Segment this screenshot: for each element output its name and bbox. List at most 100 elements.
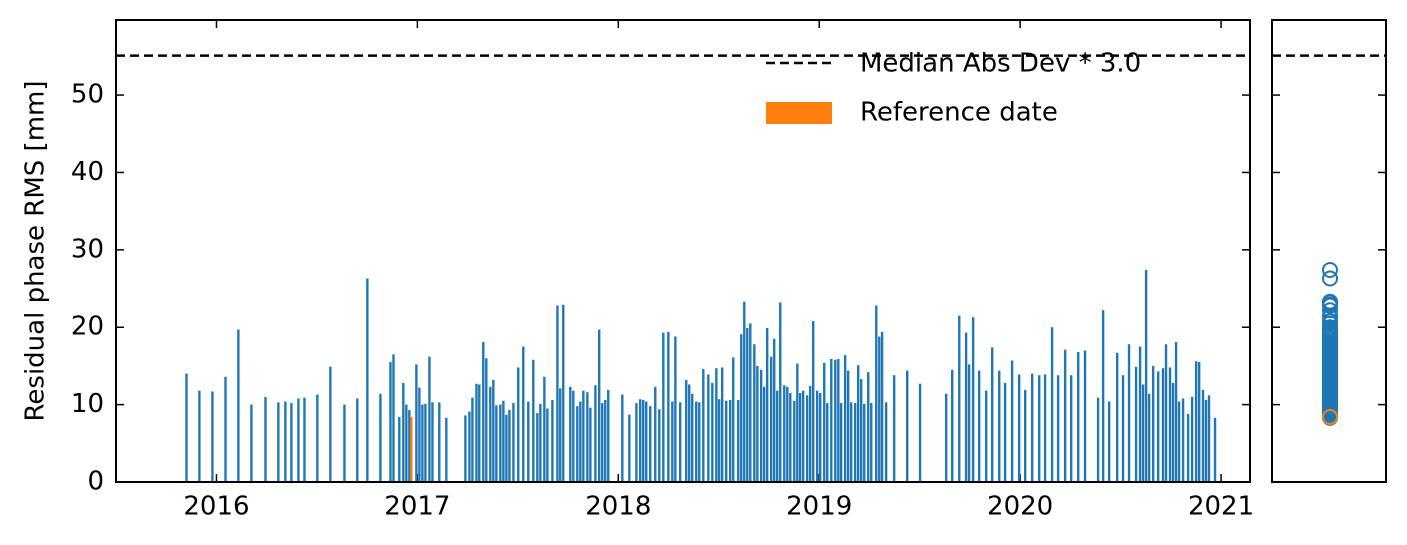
bar [967,364,971,482]
bar [445,417,448,482]
marginal-point [1322,381,1338,398]
bar [517,367,520,482]
marginal-reference-point [1322,408,1338,425]
marginal-frame [1271,19,1387,483]
bar [770,356,773,482]
bar [639,399,642,482]
bar [1194,361,1198,482]
bar [991,347,994,482]
y-tick-label: 10 [71,389,104,419]
marginal-point [1322,302,1338,319]
bar [468,411,471,482]
bar [1017,374,1021,482]
bar [808,386,812,482]
bar [1190,396,1194,482]
bar [1077,351,1080,482]
bar [402,382,405,482]
bar [1151,365,1155,482]
bar [522,346,525,482]
bar [556,305,559,482]
bar [211,391,214,482]
bar [1096,397,1100,482]
bar [464,415,467,482]
bar [290,403,293,482]
bar [729,399,732,482]
bar [717,399,721,482]
bar [884,402,888,482]
bar [379,393,382,482]
bar [499,404,502,482]
y-tick-label: 40 [71,157,104,187]
bar [971,317,975,482]
bar [945,393,948,482]
bar [843,355,847,482]
marginal-point [1322,261,1338,278]
marginal-point [1322,354,1338,371]
bar [786,386,789,482]
bar [756,365,759,482]
y-axis-label: Residual phase RMS [mm] [21,81,51,422]
bar [1181,398,1185,482]
bar [715,368,718,482]
y-tick-label: 30 [71,234,104,264]
marginal-point [1322,297,1338,314]
bar [678,402,682,482]
bar [508,410,511,482]
bar [527,401,530,482]
marginal-point [1322,333,1338,350]
bar [867,372,870,482]
bar [773,338,776,482]
bar [512,403,515,482]
bar [392,354,395,482]
bar [1107,401,1111,482]
bar [918,383,922,482]
bar [438,402,441,482]
x-tick-label: 2018 [585,492,651,522]
bar [875,305,878,482]
bar [783,385,786,482]
bar [688,384,691,482]
bar [277,402,280,482]
bar [1171,382,1175,482]
x-tick-label: 2021 [1188,492,1254,522]
bar [846,370,850,482]
bar [878,336,881,482]
bar [1156,371,1160,482]
bar [834,359,837,482]
bar [1161,368,1165,482]
x-tick-label: 2017 [384,492,450,522]
bar [356,398,359,482]
bar [237,329,240,482]
bar [198,390,201,482]
bar [604,399,607,482]
y-tick-label: 20 [71,312,104,342]
bar [635,403,638,482]
bar [621,394,624,482]
bar [569,386,572,482]
legend-label: Median Abs Dev * 3.0 [860,49,1141,79]
bar [405,404,408,482]
bar [685,379,688,482]
bar [1069,375,1073,482]
legend-reference-symbol [766,102,832,124]
bar [707,374,710,482]
bar [475,383,478,482]
bar [849,402,853,482]
bar [724,400,728,482]
bar [408,410,411,482]
bar [892,375,896,482]
bar [185,373,188,482]
bar [1147,393,1151,482]
bar [421,404,424,482]
bar [424,403,427,482]
bar [796,363,799,482]
bar [789,393,792,482]
marginal-point [1322,270,1338,287]
bar [698,402,701,482]
bar [505,414,508,482]
bar [1141,384,1145,482]
y-tick-label: 50 [71,80,104,110]
plot-frame [115,19,1251,483]
bar [579,401,582,482]
